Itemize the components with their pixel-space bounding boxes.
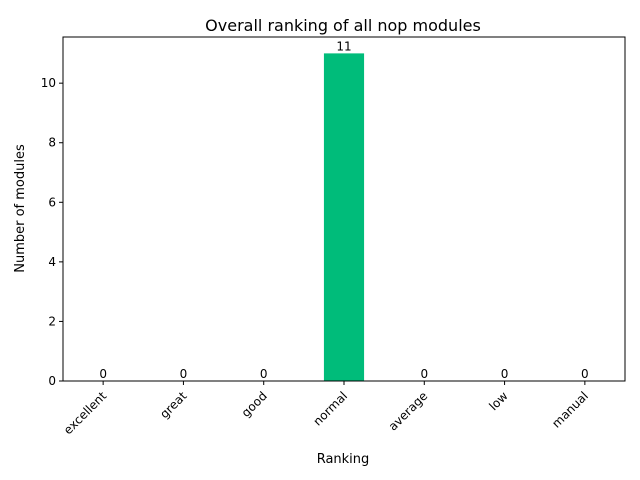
y-tick-label: 2 [48, 314, 56, 328]
y-tick-label: 4 [48, 255, 56, 269]
data-label: 0 [420, 367, 428, 381]
chart-title: Overall ranking of all nop modules [205, 16, 481, 35]
data-label: 0 [581, 367, 589, 381]
data-label: 0 [260, 367, 268, 381]
y-tick-label: 6 [48, 195, 56, 209]
data-label: 0 [180, 367, 188, 381]
y-tick-label: 0 [48, 374, 56, 388]
y-tick-label: 10 [41, 76, 56, 90]
data-label: 11 [336, 39, 351, 53]
bar [323, 53, 365, 381]
x-tick-label: low [486, 389, 511, 414]
x-tick-label: good [239, 389, 270, 420]
y-tick-label: 8 [48, 136, 56, 150]
plot-area: 0 excellent 0 great 0 good 11 normal 0 average 0 lo… [41, 36, 626, 438]
plot-frame [62, 36, 626, 382]
x-tick-label: average [386, 389, 431, 434]
x-axis-label: Ranking [317, 452, 370, 467]
x-tick-label: great [157, 389, 190, 422]
x-tick-label: excellent [61, 389, 110, 438]
y-axis-label: Number of modules [13, 144, 28, 273]
data-label: 0 [99, 367, 107, 381]
x-tick-label: manual [549, 389, 591, 431]
x-tick-label: normal [310, 389, 350, 429]
data-label: 0 [501, 367, 509, 381]
